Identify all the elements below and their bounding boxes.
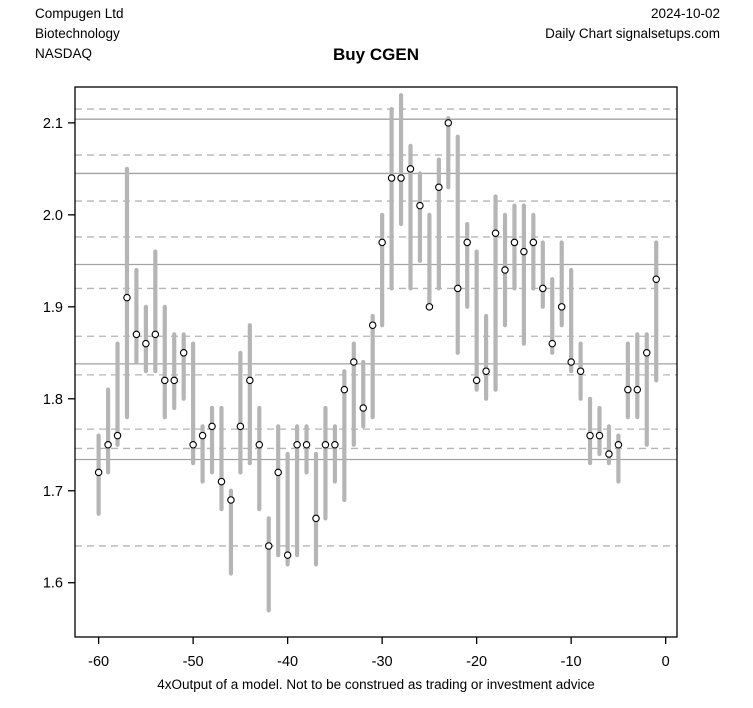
close-marker — [539, 284, 547, 293]
close-marker — [435, 183, 443, 192]
close-marker — [132, 330, 141, 339]
close-marker — [179, 349, 188, 357]
y-axis-label: 1.6 — [43, 576, 63, 592]
close-marker — [397, 174, 405, 182]
y-axis-label: 1.8 — [43, 392, 63, 408]
close-marker — [359, 404, 367, 412]
close-marker — [482, 367, 490, 375]
close-marker — [652, 275, 660, 283]
company-sector: Biotechnology — [35, 26, 120, 41]
close-marker — [567, 358, 575, 366]
close-marker — [520, 247, 528, 256]
close-marker — [151, 330, 160, 339]
close-marker — [104, 441, 112, 449]
close-marker — [350, 358, 358, 366]
chart-date: 2024-10-02 — [650, 6, 720, 21]
close-marker — [595, 431, 604, 440]
close-marker — [472, 376, 481, 385]
close-marker — [557, 303, 566, 311]
close-marker — [378, 238, 386, 247]
close-marker — [510, 238, 519, 247]
close-marker — [463, 238, 471, 247]
close-marker — [425, 303, 434, 311]
close-marker — [198, 431, 207, 440]
close-marker — [453, 284, 462, 293]
close-marker — [236, 422, 245, 431]
company-info: Compugen Ltd Biotechnology NASDAQ — [35, 4, 124, 64]
close-marker — [444, 119, 453, 127]
y-axis-label: 1.9 — [43, 300, 63, 316]
close-marker — [208, 422, 216, 431]
company-name: Compugen Ltd — [35, 6, 124, 21]
close-marker — [293, 441, 301, 449]
close-marker — [227, 496, 235, 504]
y-axis-label: 2.1 — [43, 116, 63, 132]
close-marker — [94, 468, 103, 477]
close-marker — [246, 376, 254, 385]
close-marker — [113, 431, 122, 440]
disclaimer-text: 4xOutput of a model. Not to be construed… — [157, 677, 595, 692]
close-marker — [321, 441, 330, 449]
x-axis-label: -50 — [183, 654, 204, 670]
close-marker — [624, 385, 632, 394]
close-marker — [189, 441, 197, 449]
close-marker — [633, 385, 642, 394]
close-marker — [643, 349, 651, 357]
close-marker — [264, 542, 273, 550]
close-marker — [170, 376, 178, 385]
close-marker — [576, 367, 585, 375]
close-marker — [123, 293, 131, 302]
close-marker — [217, 477, 226, 486]
close-marker — [161, 376, 169, 385]
close-marker — [548, 339, 557, 348]
close-marker — [586, 431, 594, 440]
x-axis-label: -40 — [277, 654, 298, 670]
close-marker — [368, 321, 377, 329]
x-axis-label: 0 — [662, 654, 670, 670]
close-marker — [416, 201, 424, 210]
close-marker — [142, 339, 150, 348]
close-marker — [340, 385, 349, 394]
plot-border — [74, 86, 678, 638]
close-marker — [491, 229, 500, 237]
chart-source: Daily Chart signalsetups.com — [545, 26, 720, 41]
y-axis-label: 1.7 — [43, 484, 63, 500]
close-marker — [501, 266, 509, 274]
x-axis-label: -30 — [372, 654, 393, 670]
close-marker — [605, 450, 613, 458]
close-marker — [331, 441, 339, 449]
chart-meta: 2024-10-02 Daily Chart signalsetups.com — [545, 4, 720, 44]
x-axis-label: -60 — [88, 654, 109, 670]
x-axis-label: -20 — [466, 654, 487, 670]
close-marker — [614, 441, 623, 449]
close-marker — [255, 441, 264, 449]
y-axis-label: 2.0 — [43, 208, 63, 224]
company-exchange: NASDAQ — [35, 46, 93, 61]
close-marker — [529, 238, 538, 247]
close-marker — [312, 514, 320, 523]
close-marker — [387, 174, 396, 182]
close-marker — [283, 551, 292, 559]
close-marker — [406, 165, 415, 173]
close-marker — [274, 468, 282, 477]
close-marker — [302, 441, 311, 449]
chart-title: Buy CGEN — [333, 45, 419, 64]
x-axis-label: -10 — [561, 654, 582, 670]
